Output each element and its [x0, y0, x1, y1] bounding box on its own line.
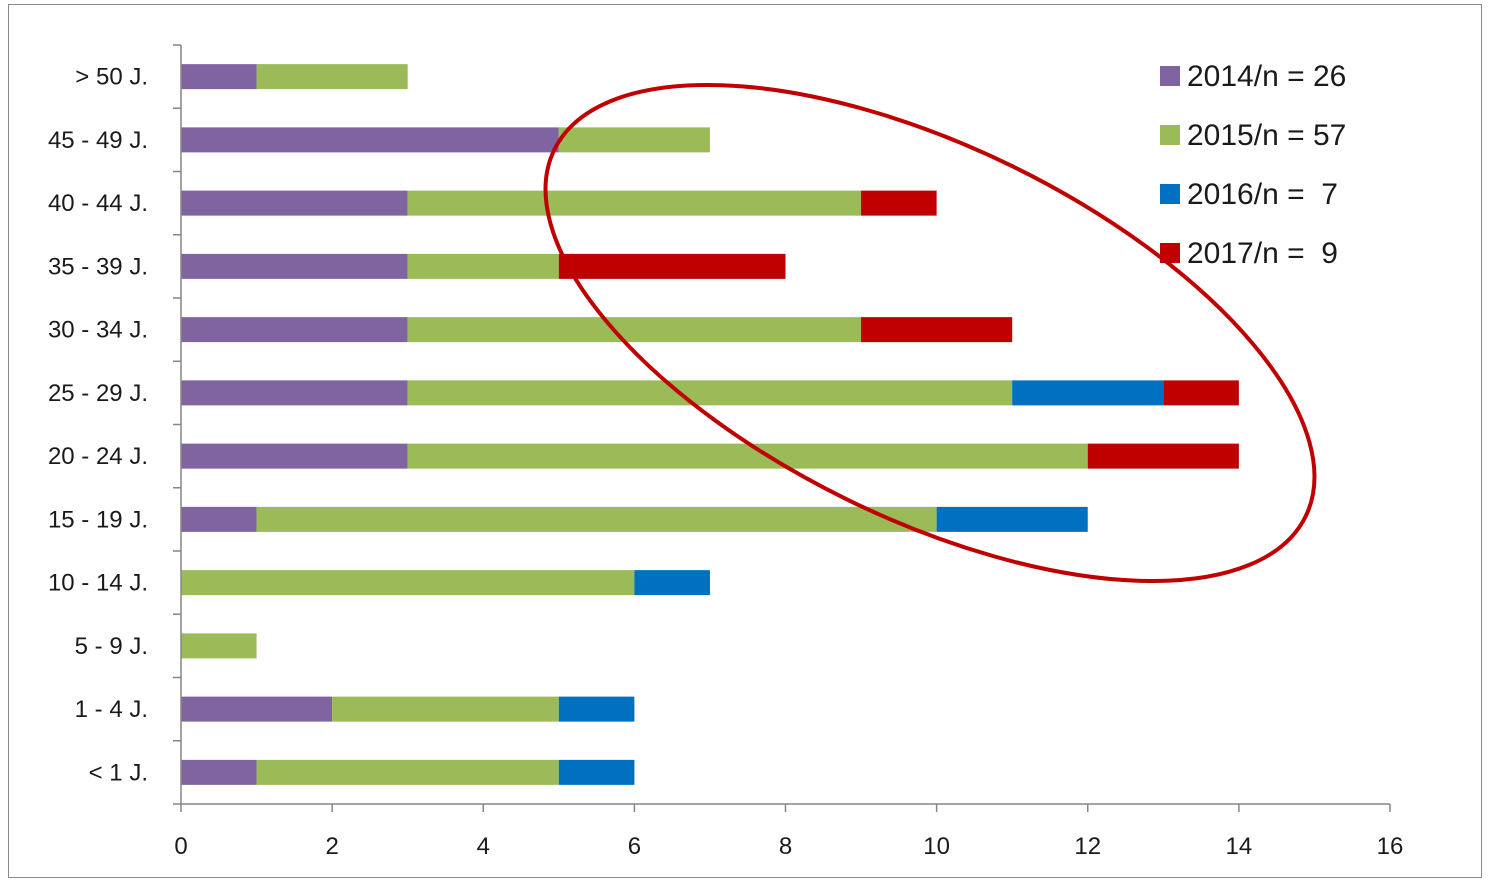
x-tick-label-12: 12 — [1074, 833, 1101, 860]
y-tick-label-1-j: < 1 J. — [89, 759, 148, 786]
y-tick-label-1-4-j: 1 - 4 J. — [75, 696, 148, 723]
highlight-ellipse — [543, 82, 1317, 584]
legend-label-2: 2016/n = 7 — [1187, 178, 1338, 211]
x-tick-labels: 0 2 4 6 8 10 12 14 16 — [174, 833, 1403, 860]
bar-15-19-j-series-1 — [256, 506, 937, 532]
bar-50-j-series-0 — [181, 64, 257, 90]
x-tick-label-2: 2 — [325, 833, 338, 860]
bar-50-j-series-1 — [256, 64, 408, 90]
y-tick-label-45-49-j: 45 - 49 J. — [48, 127, 148, 154]
bar-30-34-j-series-1 — [407, 317, 862, 343]
bar-15-19-j-series-0 — [181, 506, 257, 532]
x-tick-label-10: 10 — [923, 833, 950, 860]
bar-20-24-j-series-3 — [1087, 443, 1239, 469]
bar-1-j-series-1 — [256, 759, 559, 785]
x-tick-label-4: 4 — [477, 833, 490, 860]
legend-swatch-3 — [1160, 243, 1180, 263]
legend-swatch-1 — [1160, 125, 1180, 145]
bars-layer — [181, 64, 1239, 785]
bar-10-14-j-series-2 — [634, 570, 710, 596]
bar-5-9-j-series-1 — [181, 633, 257, 659]
x-tick-label-0: 0 — [174, 833, 187, 860]
bar-20-24-j-series-1 — [407, 443, 1088, 469]
bar-15-19-j-series-2 — [936, 506, 1088, 532]
bar-30-34-j-series-0 — [181, 317, 408, 343]
bar-25-29-j-series-2 — [1012, 380, 1164, 406]
y-tick-label-25-29-j: 25 - 29 J. — [48, 380, 148, 407]
bar-45-49-j-series-0 — [181, 127, 559, 153]
bar-40-44-j-series-3 — [861, 190, 937, 216]
bar-1-j-series-2 — [558, 759, 635, 785]
bar-35-39-j-series-3 — [558, 253, 786, 279]
bar-10-14-j-series-1 — [181, 570, 635, 596]
bar-25-29-j-series-0 — [181, 380, 408, 406]
legend-label-3: 2017/n = 9 — [1187, 237, 1338, 270]
legend-label-0: 2014/n = 26 — [1187, 60, 1346, 93]
legend-swatch-2 — [1160, 184, 1180, 204]
y-tick-label-30-34-j: 30 - 34 J. — [48, 317, 148, 344]
bar-1-4-j-series-2 — [558, 696, 635, 722]
y-tick-label-40-44-j: 40 - 44 J. — [48, 190, 148, 217]
bar-30-34-j-series-3 — [861, 317, 1013, 343]
y-tick-label-15-19-j: 15 - 19 J. — [48, 506, 148, 533]
bar-40-44-j-series-0 — [181, 190, 408, 216]
bar-1-4-j-series-0 — [181, 696, 333, 722]
bar-1-j-series-0 — [181, 759, 257, 785]
y-tick-labels: < 1 J. 1 - 4 J. 5 - 9 J. 10 - 14 J. 15 - 19 … — [48, 64, 148, 787]
legend-label-1: 2015/n = 57 — [1187, 119, 1346, 152]
y-tick-label-35-39-j: 35 - 39 J. — [48, 253, 148, 280]
y-tick-label-20-24-j: 20 - 24 J. — [48, 443, 148, 470]
bar-25-29-j-series-1 — [407, 380, 1013, 406]
bar-25-29-j-series-3 — [1163, 380, 1239, 406]
legend-swatch-0 — [1160, 66, 1180, 86]
bar-35-39-j-series-0 — [181, 253, 408, 279]
x-tick-label-14: 14 — [1226, 833, 1253, 860]
y-tick-label-5-9-j: 5 - 9 J. — [75, 633, 148, 660]
axes-layer — [173, 44, 1391, 812]
x-tick-label-16: 16 — [1377, 833, 1404, 860]
y-tick-label-50-j: > 50 J. — [75, 64, 148, 91]
x-tick-label-6: 6 — [628, 833, 641, 860]
bar-45-49-j-series-1 — [558, 127, 710, 153]
legend: 2014/n = 26 2015/n = 57 2016/n = 7 2017/n =… — [1160, 60, 1346, 270]
bar-35-39-j-series-1 — [407, 253, 559, 279]
bar-20-24-j-series-0 — [181, 443, 408, 469]
y-tick-label-10-14-j: 10 - 14 J. — [48, 570, 148, 597]
bar-1-4-j-series-1 — [332, 696, 559, 722]
bar-40-44-j-series-1 — [407, 190, 862, 216]
x-tick-label-8: 8 — [779, 833, 792, 860]
